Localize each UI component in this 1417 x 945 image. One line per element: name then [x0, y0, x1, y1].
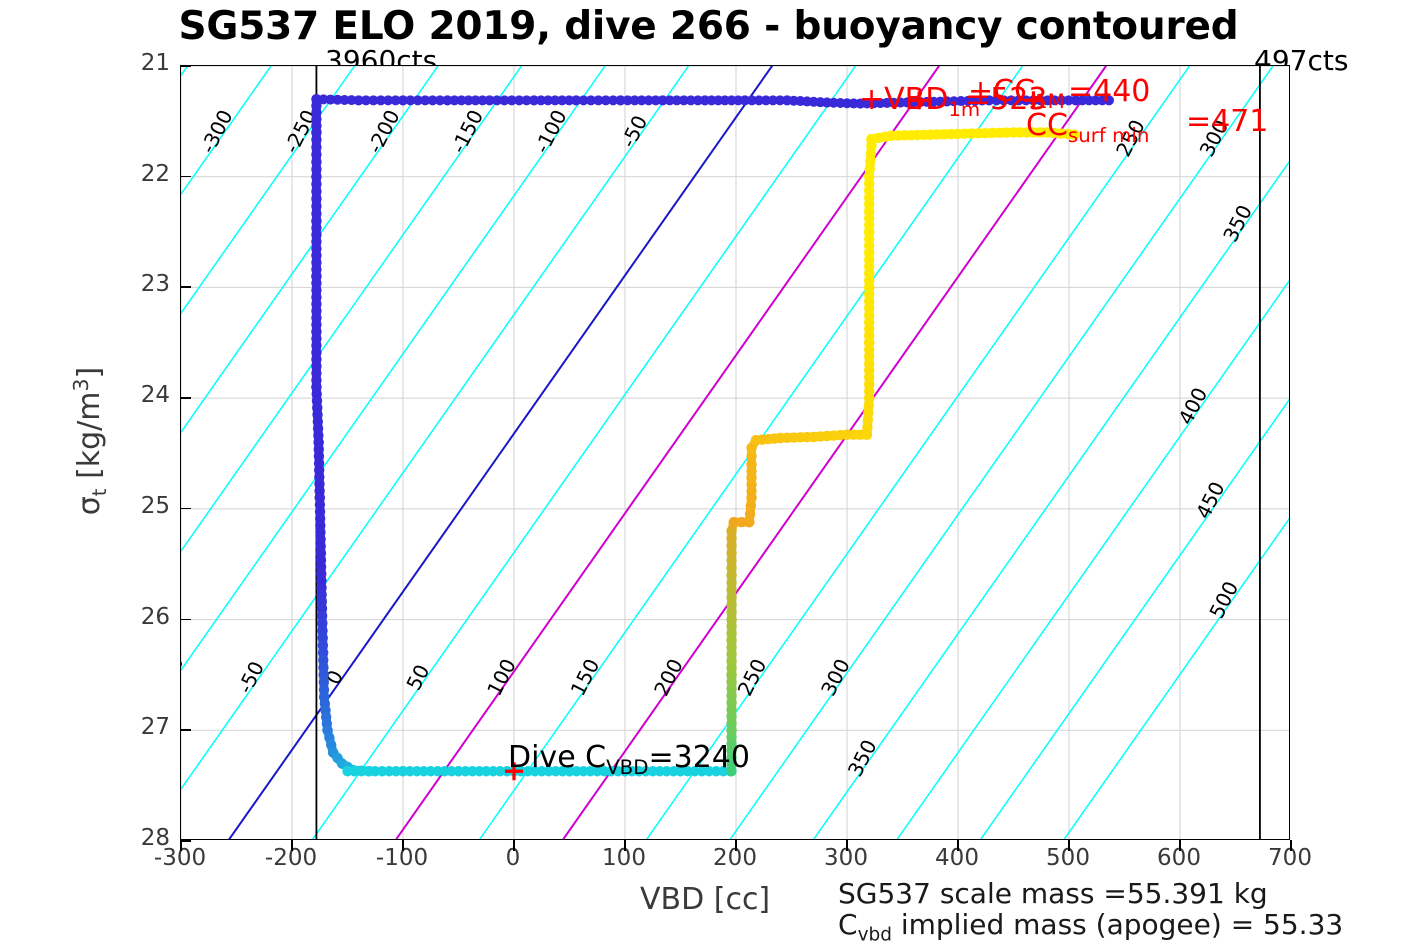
annotation-dive-c-sub: VBD	[606, 756, 649, 779]
note-implied-mass: Cvbd implied mass (apogee) = 55.33	[838, 908, 1343, 945]
plot-area: -300 -250 -200 -150 -100 -50 250 300 350 400 450 50…	[180, 65, 1290, 840]
annotation-cc-surf-value: =471	[1186, 104, 1269, 139]
x-tick-label: -100	[375, 845, 429, 871]
svg-text:50: 50	[401, 660, 434, 694]
annotation-vbd-1m-value: =523	[965, 82, 1048, 117]
y-tick-label: 27	[140, 714, 170, 741]
svg-text:-150: -150	[446, 106, 488, 157]
x-tick-mark	[1290, 840, 1292, 851]
svg-text:-100: -100	[530, 106, 572, 157]
x-tick-mark	[402, 840, 404, 851]
y-tick-mark	[180, 729, 191, 731]
x-tick-mark	[624, 840, 626, 851]
page-title: SG537 ELO 2019, dive 266 - buoyancy cont…	[178, 4, 1239, 49]
plot-svg: -300 -250 -200 -150 -100 -50 250 30035040045050…	[181, 66, 1289, 839]
annotation-dive-c-text: Dive C	[508, 740, 607, 775]
y-tick-mark	[180, 507, 191, 510]
y-tick-label: 22	[140, 160, 170, 187]
x-tick-label: -200	[264, 845, 318, 871]
annotation-vbd-1m: +VBD1m	[859, 82, 980, 121]
note-implied-mass-sub: vbd	[857, 924, 892, 945]
vertical-reference-lines	[315, 66, 1261, 839]
red-cross-markers	[505, 91, 1043, 781]
y-tick-mark	[180, 840, 191, 842]
y-tick-mark	[180, 65, 191, 67]
svg-text:300: 300	[816, 655, 855, 700]
svg-text:200: 200	[649, 655, 688, 700]
annotation-cc-1m-value: =440	[1068, 74, 1151, 109]
y-tick-label: 25	[140, 492, 170, 519]
note-implied-mass-post: implied mass (apogee) = 55.33	[891, 908, 1344, 941]
y-tick-mark	[180, 175, 191, 178]
dive-traces	[311, 94, 1114, 777]
svg-text:-50: -50	[616, 111, 652, 151]
svg-text:-50: -50	[233, 657, 269, 697]
y-tick-mark	[180, 286, 191, 289]
x-tick-mark	[1179, 840, 1181, 851]
x-tick-mark	[735, 840, 737, 851]
y-axis-unit: [kg/m	[72, 391, 107, 489]
svg-text:100: 100	[482, 655, 521, 700]
x-tick-mark	[513, 840, 515, 851]
x-tick-mark	[957, 840, 959, 851]
buoyancy-contours	[181, 66, 1289, 839]
x-tick-mark	[291, 840, 293, 851]
y-tick-label: 21	[140, 50, 170, 76]
y-axis-sigma-sub: t	[88, 488, 111, 497]
annotation-cc-1m: +CC1M	[968, 74, 1065, 113]
annotation-vbd-1m-sub: 1m	[948, 98, 981, 121]
annotation-cc-1m-text: +CC	[968, 74, 1036, 109]
svg-text:350: 350	[1218, 201, 1257, 246]
svg-text:-300: -300	[196, 106, 238, 157]
y-tick-label: 24	[140, 382, 170, 409]
y-axis-sigma: σ	[72, 496, 107, 516]
y-axis-label: σt [kg/m3]	[69, 291, 111, 591]
svg-text:-100: -100	[181, 652, 188, 703]
annotation-cc-1m-sub: 1M	[1035, 90, 1065, 113]
svg-text:450: 450	[1191, 478, 1230, 523]
svg-text:250: 250	[733, 655, 772, 700]
y-tick-mark	[180, 397, 191, 399]
note-implied-mass-pre: C	[838, 908, 858, 941]
x-tick-mark	[180, 840, 182, 851]
x-tick-mark	[846, 840, 848, 851]
gridlines	[181, 66, 1289, 839]
x-axis-label: VBD [cc]	[640, 882, 771, 917]
annotation-cc-surf-text: CC	[1026, 108, 1068, 143]
y-axis-unit-exp: 3	[69, 378, 93, 392]
svg-text:-200: -200	[363, 106, 405, 157]
annotation-dive-c: Dive CVBD=3240	[508, 740, 750, 779]
svg-text:150: 150	[566, 655, 605, 700]
x-tick-mark	[1068, 840, 1070, 851]
annotation-dive-c-value: =3240	[648, 740, 750, 775]
y-axis-unit-close: ]	[72, 366, 107, 379]
annotation-cc-surf-min: CCsurf min	[1026, 108, 1149, 147]
x-tick-label: 0	[505, 845, 521, 871]
y-tick-mark	[180, 618, 191, 621]
note-scale-mass: SG537 scale mass =55.391 kg	[838, 877, 1268, 910]
svg-text:400: 400	[1173, 384, 1212, 429]
y-tick-label: 26	[140, 603, 170, 630]
annotation-cc-surf-sub: surf min	[1067, 124, 1150, 147]
annotation-vbd-1m-text: +VBD	[859, 82, 949, 117]
svg-text:500: 500	[1204, 577, 1243, 622]
x-tick-label: -300	[153, 845, 207, 871]
y-tick-label: 23	[140, 271, 170, 298]
y-tick-label: 28	[140, 825, 170, 851]
svg-text:350: 350	[843, 736, 882, 781]
contour-labels: -300 -250 -200 -150 -100 -50 250 30035040045050…	[181, 106, 1257, 781]
